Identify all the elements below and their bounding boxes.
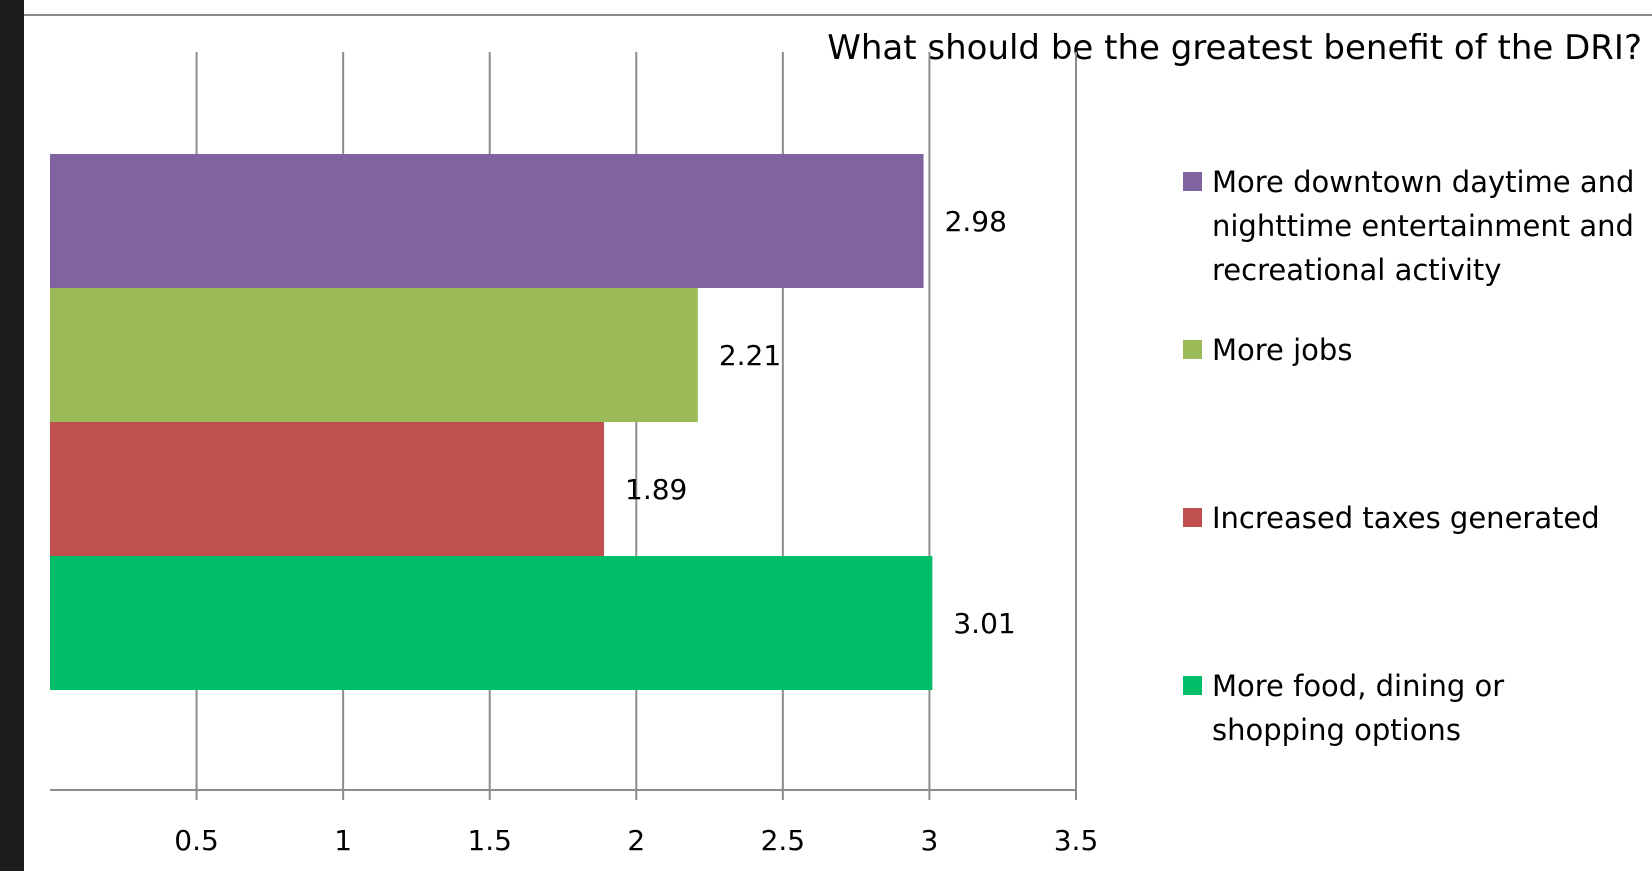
legend-label: More downtown daytime and nighttime ente… (1212, 165, 1635, 287)
x-tick-label: 2.5 (761, 824, 806, 857)
legend-swatch (1183, 508, 1202, 527)
legend-item-0: More downtown daytime and nighttime ente… (1183, 160, 1642, 292)
top-divider (24, 14, 1652, 16)
legend-swatch (1183, 340, 1202, 359)
legend-label: More jobs (1212, 333, 1353, 367)
x-tick-label: 3 (921, 824, 939, 857)
legend-label: Increased taxes generated (1212, 501, 1600, 535)
data-label-3: 3.01 (953, 607, 1015, 640)
x-tick-label: 2 (627, 824, 645, 857)
data-label-1: 2.21 (719, 339, 781, 372)
bar-3 (50, 556, 933, 690)
x-tick-label: 1.5 (467, 824, 512, 857)
bar-0 (50, 154, 924, 288)
data-labels: 2.98 2.21 1.89 3.01 (625, 205, 1016, 640)
data-label-0: 2.98 (945, 205, 1007, 238)
bar-2 (50, 422, 605, 556)
x-tick-label: 3.5 (1054, 824, 1099, 857)
legend-label: More food, dining or shopping options (1212, 669, 1505, 747)
legend-item-2: Increased taxes generated (1183, 496, 1642, 540)
legend-swatch (1183, 676, 1202, 695)
legend-item-3: More food, dining or shopping options (1183, 664, 1642, 752)
bar-1 (50, 288, 698, 422)
bars (50, 154, 933, 690)
x-tick-label: 1 (334, 824, 352, 857)
page-left-border (0, 0, 24, 871)
legend-swatch (1183, 172, 1202, 191)
x-tick-label: 0.5 (174, 824, 219, 857)
chart-title: What should be the greatest benefit of t… (827, 28, 1642, 68)
legend-item-1: More jobs (1183, 328, 1642, 372)
data-label-2: 1.89 (625, 473, 687, 506)
x-axis: 0.5 1 1.5 2 2.5 3 3.5 (50, 789, 1099, 857)
